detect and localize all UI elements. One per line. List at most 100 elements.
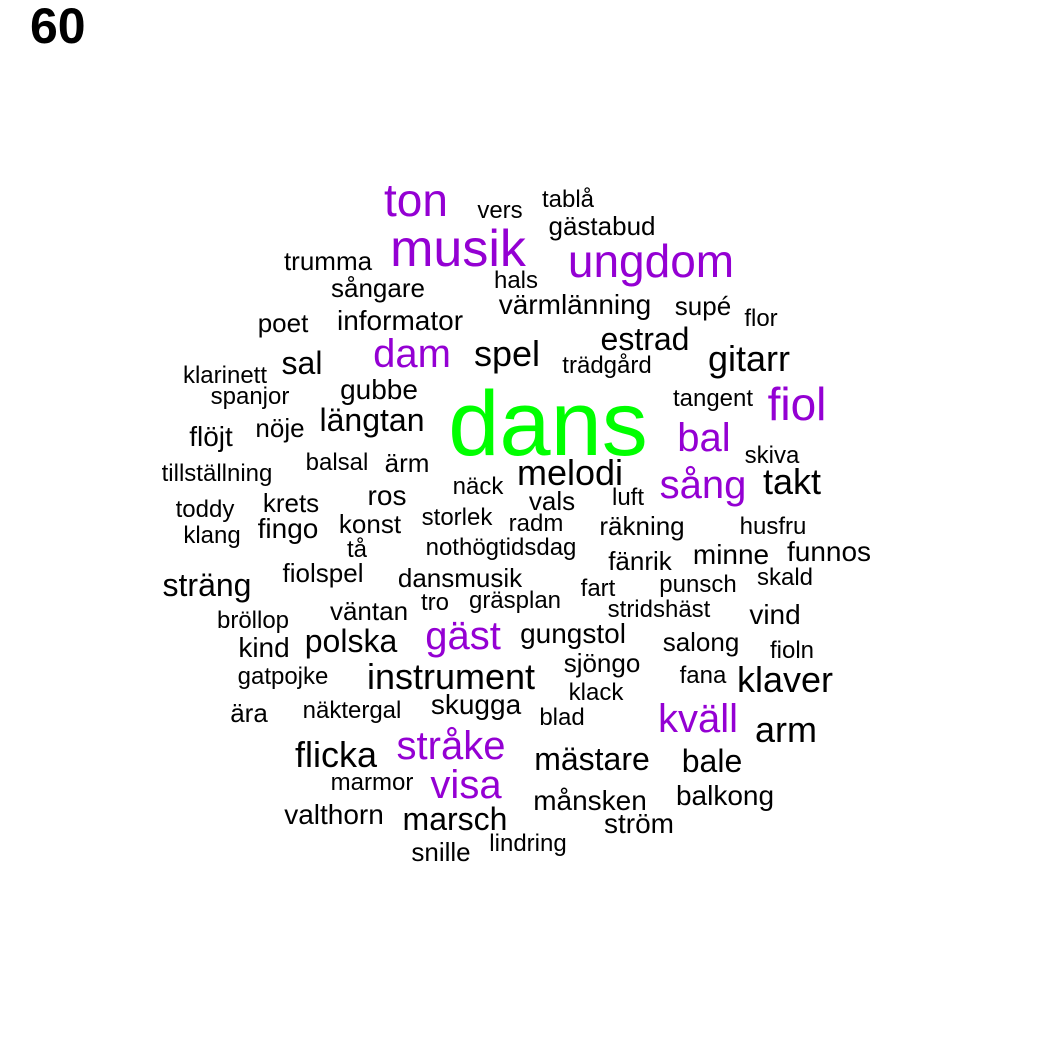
cloud-word: skugga — [430, 689, 522, 720]
cloud-word: näktergal — [302, 697, 402, 724]
cloud-word: arm — [755, 709, 817, 750]
cloud-word: musik — [390, 220, 526, 278]
cloud-word: värmlänning — [498, 289, 652, 320]
cloud-word: ros — [367, 480, 407, 511]
cloud-word: storlek — [421, 504, 493, 531]
cloud-word: månsken — [533, 785, 647, 816]
cloud-word: vers — [477, 197, 523, 224]
cloud-word: klack — [568, 679, 624, 706]
cloud-word: väntan — [329, 596, 409, 626]
cloud-word: fingo — [257, 513, 319, 544]
cloud-word: kind — [238, 632, 290, 663]
cloud-word: nöje — [255, 413, 305, 443]
cloud-word: bröllop — [216, 607, 290, 634]
cloud-word: ärm — [384, 448, 430, 478]
cloud-word: ungdom — [567, 235, 735, 287]
cloud-word: salong — [662, 627, 740, 657]
cloud-word: spel — [473, 333, 541, 374]
cloud-word: mästare — [534, 741, 650, 777]
cloud-word: poet — [257, 308, 309, 338]
cloud-word: funnos — [786, 536, 872, 567]
cloud-word: bale — [681, 743, 743, 779]
cloud-word: sång — [659, 463, 747, 507]
cloud-word: lindring — [489, 830, 567, 857]
cloud-word: blad — [539, 704, 585, 731]
cloud-word: flöjt — [189, 421, 233, 452]
cloud-word: tablå — [541, 186, 595, 213]
cloud-word: näck — [452, 473, 504, 500]
cloud-word: sträng — [162, 567, 252, 603]
cloud-word: räkning — [599, 511, 685, 541]
cloud-word: punsch — [659, 571, 737, 598]
cloud-word: fiol — [767, 378, 827, 430]
cloud-word: sjöngo — [563, 648, 641, 678]
cloud-word: tangent — [672, 385, 754, 412]
cloud-word: dansmusik — [397, 563, 523, 593]
cloud-word: tå — [346, 536, 368, 563]
cloud-word: tillställning — [161, 460, 273, 487]
cloud-word: dans — [448, 373, 648, 475]
cloud-word: flor — [744, 305, 778, 332]
cloud-word: balkong — [675, 780, 775, 811]
cloud-word: gäst — [425, 614, 501, 658]
cloud-word: gubbe — [340, 374, 418, 405]
cloud-word: bal — [677, 416, 731, 460]
cloud-word: valthorn — [284, 799, 384, 830]
cloud-word: marmor — [330, 769, 414, 796]
cloud-word: skald — [756, 564, 814, 591]
cloud-word: takt — [762, 461, 822, 502]
cloud-word: radm — [508, 510, 564, 537]
cloud-word: gatpojke — [237, 663, 329, 690]
cloud-word: marsch — [402, 801, 508, 837]
cloud-word: skiva — [744, 442, 800, 469]
cloud-word: stridshäst — [607, 596, 711, 623]
cloud-word: konst — [338, 509, 402, 539]
cloud-word: stråke — [396, 724, 506, 768]
cloud-word: vals — [528, 486, 576, 516]
cloud-word: flicka — [294, 734, 378, 775]
cloud-word: instrument — [366, 656, 536, 697]
cloud-word: melodi — [516, 452, 624, 493]
panel-label: 60 — [30, 0, 86, 54]
cloud-word: visa — [430, 763, 502, 807]
cloud-word: kväll — [657, 697, 739, 741]
cloud-word: ära — [230, 698, 268, 728]
cloud-word: sal — [281, 345, 323, 381]
cloud-word: husfru — [739, 513, 807, 540]
cloud-word: vind — [749, 599, 801, 630]
cloud-word: ton — [384, 174, 448, 226]
cloud-word: sångare — [331, 273, 425, 303]
cloud-word: nothögtidsdag — [425, 534, 577, 561]
cloud-word: tro — [420, 589, 450, 616]
cloud-word: polska — [304, 623, 398, 659]
cloud-word: supé — [674, 291, 732, 321]
cloud-word: spanjor — [210, 383, 290, 410]
cloud-word: ström — [604, 808, 674, 839]
cloud-word: estrad — [600, 321, 690, 357]
cloud-word: klang — [183, 522, 241, 549]
cloud-word: trumma — [283, 246, 373, 276]
cloud-word: krets — [262, 488, 320, 518]
cloud-word: gitarr — [707, 338, 791, 379]
cloud-word: gräsplan — [468, 587, 562, 614]
cloud-word: klaver — [736, 659, 834, 700]
cloud-word: fiolspel — [282, 558, 364, 588]
cloud-word: balsal — [305, 449, 369, 476]
cloud-word: toddy — [175, 496, 235, 523]
cloud-word: gästabud — [548, 211, 656, 241]
cloud-word: gungstol — [520, 618, 626, 649]
cloud-word: fänrik — [608, 546, 672, 576]
cloud-word: dam — [373, 332, 451, 376]
cloud-word: snille — [411, 837, 471, 867]
cloud-word: klarinett — [182, 362, 268, 389]
cloud-word: trädgård — [562, 352, 652, 379]
cloud-word: fart — [580, 575, 616, 602]
cloud-word: luft — [611, 484, 645, 511]
cloud-word: fana — [679, 662, 727, 689]
cloud-word: fioln — [769, 637, 815, 664]
cloud-word: informator — [336, 305, 464, 336]
cloud-word: längtan — [319, 402, 425, 438]
cloud-word: hals — [493, 267, 539, 294]
cloud-word: minne — [692, 539, 770, 570]
